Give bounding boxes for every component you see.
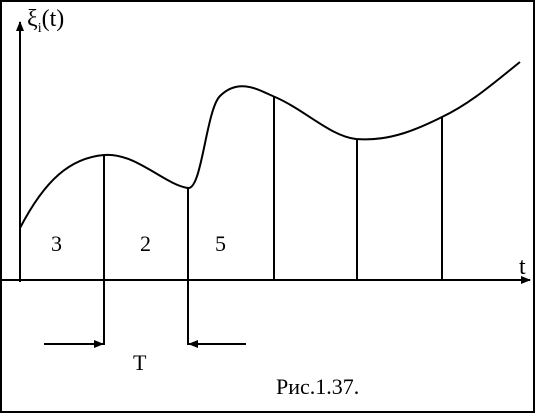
y-axis-label: ξi(t) [27, 6, 64, 36]
interval-label-3: 5 [215, 231, 226, 256]
figure-caption: Рис.1.37. [276, 374, 359, 399]
interval-label-1: 3 [51, 231, 62, 256]
x-axis-label: t [519, 254, 526, 280]
period-label: T [133, 350, 147, 375]
interval-label-2: 2 [140, 231, 151, 256]
signal-curve [19, 61, 521, 229]
